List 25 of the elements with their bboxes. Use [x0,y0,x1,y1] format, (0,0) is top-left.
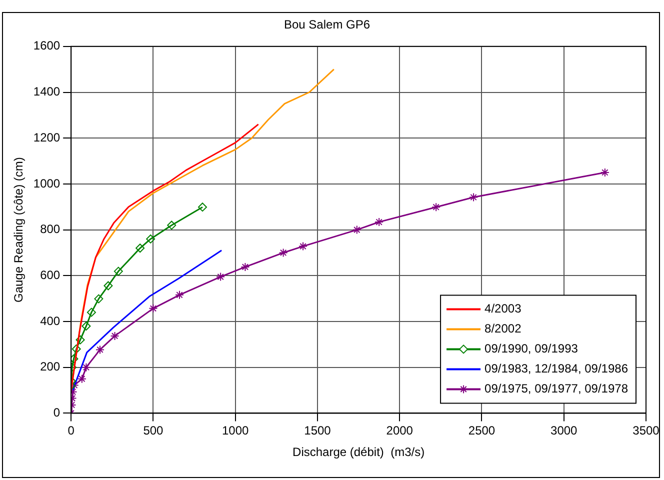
y-tick-label: 800 [40,222,60,236]
x-tick-label: 2000 [386,424,414,438]
y-tick-label: 1400 [33,84,60,99]
x-axis-title: Discharge (débit) (m3/s) [292,445,425,460]
y-tick-label: 1200 [33,130,60,144]
x-tick-label: 1500 [304,424,332,438]
y-axis-title: Gauge Reading (côte) (cm) [12,157,26,303]
x-tick-label: 2500 [468,424,496,438]
y-tick-label: 200 [40,360,60,374]
y-tick-label: 0 [53,406,60,420]
y-tick-label: 1000 [33,176,60,190]
y-tick-label: 1600 [33,38,60,53]
y-tick-label: 400 [40,314,60,328]
legend-label: 8/2002 [484,322,522,336]
x-tick-label: 0 [68,424,75,438]
legend-label: 4/2003 [484,302,522,316]
x-tick-label: 3500 [632,424,660,438]
legend-label: 09/1983, 12/1984, 09/1986 [484,362,628,376]
y-tick-label: 600 [40,268,60,282]
chart-title: Bou Salem GP6 [284,18,370,32]
x-tick-label: 1000 [222,424,250,438]
legend-label: 09/1975, 09/1977, 09/1978 [484,382,628,396]
x-tick-label: 3000 [550,424,578,438]
legend-label: 09/1990, 09/1993 [484,342,578,356]
x-tick-label: 500 [143,424,164,438]
